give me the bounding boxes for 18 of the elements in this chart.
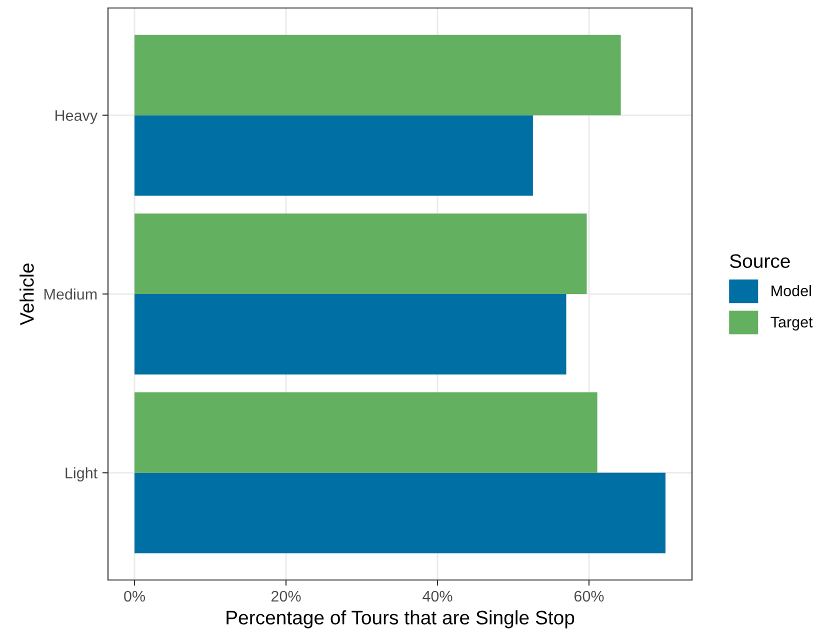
y-tick-label: Heavy (56, 110, 98, 124)
bar (134, 34, 621, 116)
bar (134, 294, 566, 374)
x-tick-label: 0% (124, 590, 146, 602)
y-tick-label: Medium (44, 288, 97, 300)
bar (134, 392, 598, 473)
x-tick-label: 60% (574, 590, 604, 602)
bar (134, 115, 533, 196)
legend-label: Model (772, 285, 811, 296)
x-tick-label: 20% (271, 590, 301, 602)
bar (134, 472, 666, 554)
legend-label: Target (770, 316, 813, 331)
x-axis-title: Percentage of Tours that are Single Stop (226, 610, 574, 628)
y-axis-title: Vehicle (20, 264, 34, 326)
bar (134, 214, 587, 294)
y-tick-label: Light (66, 467, 98, 482)
x-tick-label: 40% (422, 590, 452, 602)
legend-title: Source (730, 254, 790, 268)
